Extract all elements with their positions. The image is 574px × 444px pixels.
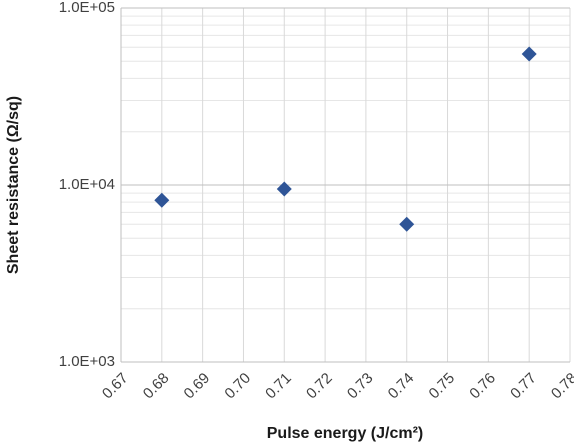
x-tick-label: 0.70 [221, 370, 254, 403]
marker [521, 46, 537, 62]
y-axis-title: Sheet resistance (Ω/sq) [5, 96, 22, 274]
marker [154, 192, 170, 208]
x-tick-label: 0.74 [385, 370, 418, 403]
x-tick-label: 0.69 [181, 370, 214, 403]
x-tick-label: 0.71 [262, 370, 295, 403]
marker [399, 216, 415, 232]
x-tick-label: 0.67 [99, 370, 132, 403]
x-tick-label: 0.73 [344, 370, 377, 403]
x-tick-label: 0.68 [140, 370, 173, 403]
y-tick-label: 1.0E+03 [59, 353, 115, 370]
marker [276, 181, 292, 197]
x-tick-label: 0.75 [426, 370, 459, 403]
x-axis-title: Pulse energy (J/cm²) [267, 425, 424, 442]
x-tick-label: 0.72 [303, 370, 336, 403]
x-tick-label: 0.78 [548, 370, 574, 403]
y-tick-label: 1.0E+05 [59, 0, 115, 16]
x-tick-label: 0.77 [507, 370, 540, 403]
y-tick-label: 1.0E+04 [59, 176, 115, 193]
x-tick-label: 0.76 [466, 370, 499, 403]
